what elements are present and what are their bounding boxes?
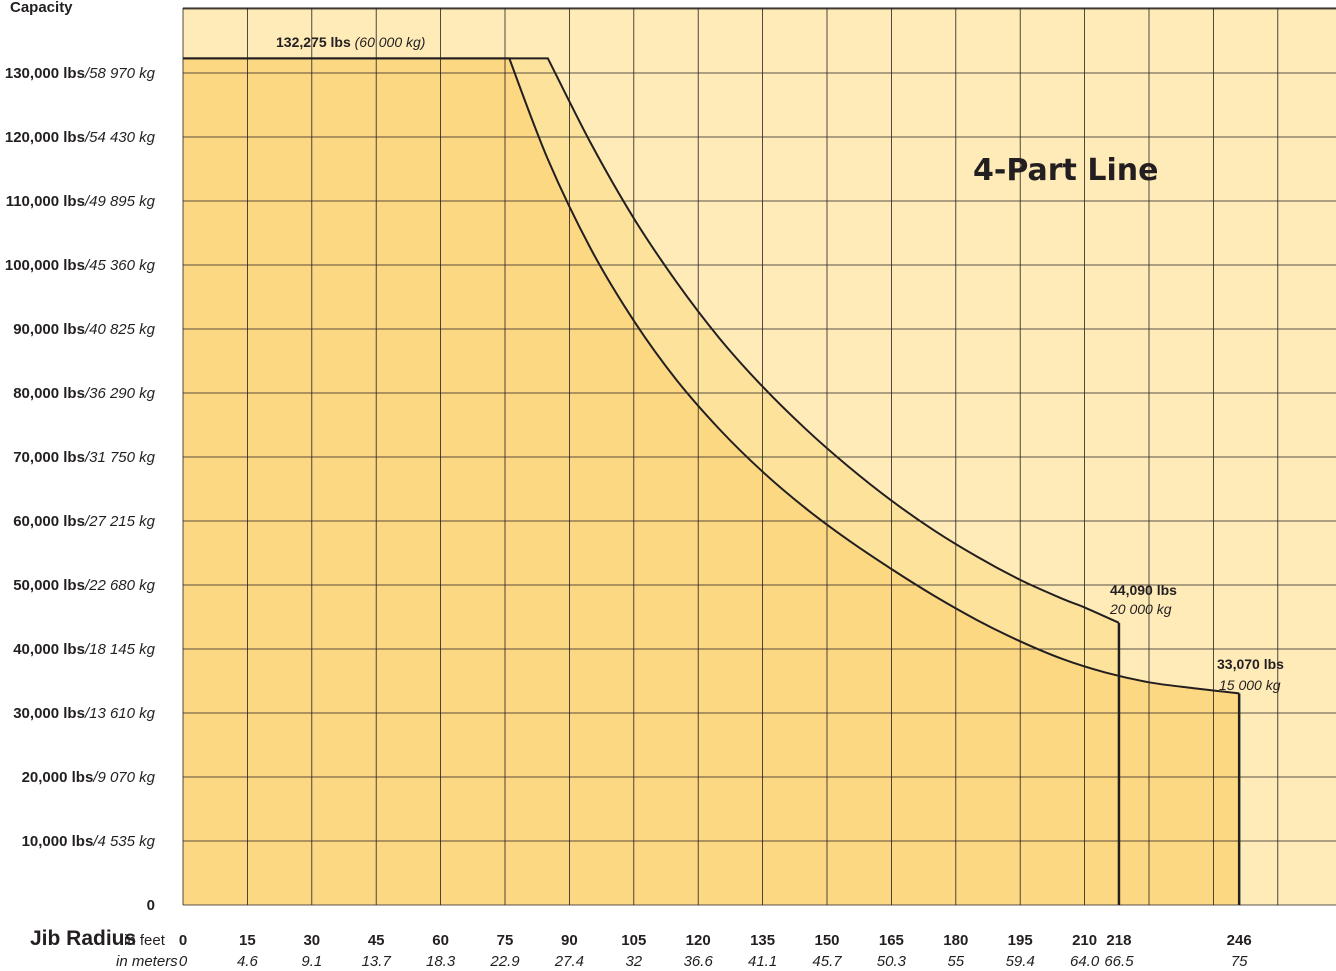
x-tick-meters: 50.3 bbox=[877, 953, 907, 970]
y-tick-kg: /18 145 kg bbox=[84, 641, 156, 658]
y-axis-title: Capacity bbox=[10, 0, 73, 16]
capacity-curve-246ft bbox=[183, 57, 1240, 695]
y-tick-lbs: 60,000 lbs bbox=[13, 513, 85, 530]
x-tick-feet: 0 bbox=[179, 932, 187, 949]
x-tick-feet: 90 bbox=[561, 932, 578, 949]
y-tick-kg: /58 970 kg bbox=[84, 65, 156, 82]
capacity-area-246ft bbox=[183, 58, 1240, 905]
y-tick-lbs: 100,000 lbs bbox=[5, 257, 85, 274]
annotation-218ft-kg: 20 000 kg bbox=[1109, 601, 1172, 617]
y-tick-lbs: 80,000 lbs bbox=[13, 385, 85, 402]
annotation-246ft-lbs: 33,070 lbs bbox=[1217, 656, 1284, 672]
y-tick-label: 120,000 lbs/54 430 kg bbox=[5, 129, 156, 146]
y-tick-lbs: 40,000 lbs bbox=[13, 641, 85, 658]
y-tick-lbs: 90,000 lbs bbox=[13, 321, 85, 338]
annotation-246ft-kg: 15 000 kg bbox=[1219, 677, 1281, 693]
y-tick-label: 80,000 lbs/36 290 kg bbox=[13, 385, 155, 402]
y-tick-lbs: 20,000 lbs bbox=[22, 769, 94, 786]
y-tick-lbs: 30,000 lbs bbox=[13, 705, 85, 722]
y-tick-lbs: 120,000 lbs bbox=[5, 129, 85, 146]
x-tick-feet: 195 bbox=[1008, 932, 1033, 949]
x-tick-meters: 4.6 bbox=[237, 953, 259, 970]
x-tick-feet: 218 bbox=[1106, 932, 1131, 949]
y-tick-kg: /31 750 kg bbox=[84, 449, 156, 466]
y-tick-lbs: 10,000 lbs bbox=[22, 833, 94, 850]
y-tick-kg: /22 680 kg bbox=[84, 577, 156, 594]
x-tick-meters: 18.3 bbox=[426, 953, 456, 970]
y-tick-kg: /36 290 kg bbox=[84, 385, 156, 402]
y-tick-lbs: 0 bbox=[147, 897, 155, 914]
y-tick-lbs: 130,000 lbs bbox=[5, 65, 85, 82]
x-axis: 0 0 15 4.6 30 9.1 45 13.7 60 18.3 75 22.9 90 27.4 105 3… bbox=[179, 932, 1252, 970]
x-tick-meters: 59.4 bbox=[1006, 953, 1035, 970]
y-tick-label: 60,000 lbs/27 215 kg bbox=[13, 513, 155, 530]
y-tick-kg: /54 430 kg bbox=[84, 129, 156, 146]
chart-annotation-title: 4-Part Line bbox=[973, 153, 1158, 188]
x-tick-meters: 75 bbox=[1231, 953, 1248, 970]
y-tick-label: 40,000 lbs/18 145 kg bbox=[13, 641, 155, 658]
x-tick-feet: 246 bbox=[1227, 932, 1252, 949]
y-tick-label: 110,000 lbs/49 895 kg bbox=[6, 193, 156, 210]
y-tick-label: 0 bbox=[147, 897, 155, 914]
x-axis-unit-meters: in meters bbox=[116, 953, 178, 970]
y-tick-label: 30,000 lbs/13 610 kg bbox=[13, 705, 155, 722]
y-tick-kg: /40 825 kg bbox=[84, 321, 156, 338]
x-tick-feet: 135 bbox=[750, 932, 775, 949]
y-tick-kg: /13 610 kg bbox=[84, 705, 156, 722]
y-tick-kg: /27 215 kg bbox=[84, 513, 156, 530]
y-axis: 0 10,000 lbs/4 535 kg 20,000 lbs/9 070 kg 3… bbox=[5, 65, 156, 914]
x-tick-meters: 66.5 bbox=[1104, 953, 1134, 970]
x-tick-feet: 60 bbox=[432, 932, 449, 949]
x-tick-feet: 30 bbox=[303, 932, 320, 949]
y-tick-label: 70,000 lbs/31 750 kg bbox=[13, 449, 155, 466]
x-tick-meters: 32 bbox=[625, 953, 642, 970]
x-tick-meters: 9.1 bbox=[301, 953, 322, 970]
x-tick-meters: 36.6 bbox=[684, 953, 714, 970]
x-tick-feet: 120 bbox=[686, 932, 711, 949]
y-tick-lbs: 50,000 lbs bbox=[13, 577, 85, 594]
y-tick-label: 50,000 lbs/22 680 kg bbox=[13, 577, 155, 594]
y-tick-lbs: 70,000 lbs bbox=[13, 449, 85, 466]
x-tick-meters: 0 bbox=[179, 953, 188, 970]
x-tick-meters: 41.1 bbox=[748, 953, 777, 970]
x-axis-title: Jib Radius bbox=[30, 927, 136, 950]
x-tick-feet: 105 bbox=[621, 932, 646, 949]
y-tick-label: 100,000 lbs/45 360 kg bbox=[5, 257, 156, 274]
y-tick-kg: /4 535 kg bbox=[92, 833, 155, 850]
x-tick-meters: 45.7 bbox=[812, 953, 842, 970]
x-tick-meters: 27.4 bbox=[554, 953, 584, 970]
x-tick-feet: 75 bbox=[497, 932, 514, 949]
y-tick-label: 90,000 lbs/40 825 kg bbox=[13, 321, 155, 338]
x-tick-meters: 55 bbox=[947, 953, 964, 970]
x-tick-meters: 13.7 bbox=[362, 953, 392, 970]
x-axis-unit-feet: in feet bbox=[124, 932, 166, 949]
x-tick-meters: 64.0 bbox=[1070, 953, 1100, 970]
annotation-max-capacity: 132,275 lbs (60 000 kg) bbox=[276, 34, 425, 50]
x-tick-feet: 15 bbox=[239, 932, 256, 949]
capacity-curve-218ft bbox=[183, 57, 1120, 624]
x-tick-feet: 150 bbox=[814, 932, 839, 949]
y-tick-label: 130,000 lbs/58 970 kg bbox=[5, 65, 156, 82]
x-tick-feet: 45 bbox=[368, 932, 385, 949]
y-tick-label: 10,000 lbs/4 535 kg bbox=[22, 833, 156, 850]
y-tick-label: 20,000 lbs/9 070 kg bbox=[22, 769, 156, 786]
y-tick-kg: /45 360 kg bbox=[84, 257, 156, 274]
y-tick-kg: /49 895 kg bbox=[84, 193, 156, 210]
x-tick-feet: 210 bbox=[1072, 932, 1097, 949]
x-tick-feet: 165 bbox=[879, 932, 904, 949]
grid bbox=[182, 7, 1336, 906]
annotation-218ft-lbs: 44,090 lbs bbox=[1110, 582, 1177, 598]
x-tick-feet: 180 bbox=[943, 932, 968, 949]
y-tick-lbs: 110,000 lbs bbox=[6, 193, 85, 210]
y-tick-kg: /9 070 kg bbox=[92, 769, 155, 786]
x-tick-meters: 22.9 bbox=[489, 953, 520, 970]
